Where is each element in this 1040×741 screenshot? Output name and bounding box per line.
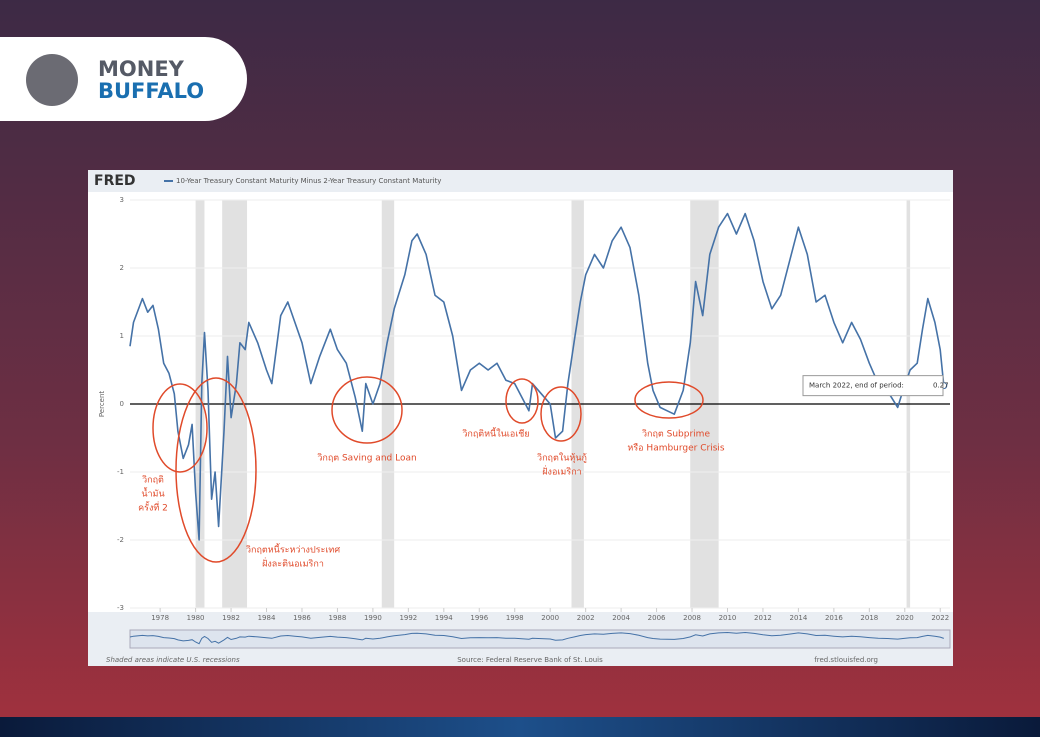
annotation-text: วิกฤตหนี้ระหว่างประเทศ [246, 543, 340, 556]
x-tick-label: 1982 [222, 614, 240, 622]
x-tick-label: 2020 [896, 614, 914, 622]
annotation-ellipse [175, 377, 257, 563]
logo-icon [26, 54, 78, 106]
annotation-ellipse [505, 378, 539, 424]
tooltip-box [802, 375, 944, 397]
y-tick-label: 0 [120, 400, 124, 408]
tooltip-label: March 2022, end of period: [809, 382, 904, 390]
annotation-text: วิกฤติ [142, 475, 164, 486]
y-tick-label: 1 [120, 332, 124, 340]
bottom-strip [0, 717, 1040, 737]
annotation-text: หรือ Hamburger Crisis [627, 443, 725, 454]
x-tick-label: 1986 [293, 614, 311, 622]
x-tick-label: 2010 [719, 614, 737, 622]
logo-horns [23, 42, 81, 64]
x-tick-label: 1998 [506, 614, 524, 622]
fred-logo: FRED [94, 173, 136, 189]
annotation-text: วิกฤตในหุ้นกู้ [537, 453, 587, 464]
x-tick-label: 1978 [151, 614, 169, 622]
annotation-ellipse [634, 381, 704, 419]
x-tick-label: 2002 [577, 614, 595, 622]
legend-label: 10-Year Treasury Constant Maturity Minus… [176, 177, 441, 185]
annotation-text: ครั้งที่ 2 [138, 501, 168, 514]
annotation-text: ฝั่งอเมริกา [542, 465, 581, 478]
brand-line: MONEY [98, 57, 185, 81]
x-tick-label: 2008 [683, 614, 701, 622]
navigator-line [129, 631, 944, 645]
y-tick-label: 3 [120, 196, 124, 204]
x-tick-label: 1990 [364, 614, 382, 622]
tooltip-value: 0.27 [933, 382, 949, 390]
x-tick-label: 2000 [541, 614, 559, 622]
x-tick-label: 1984 [258, 614, 276, 622]
annotation-text: วิกฤต Subprime [642, 429, 710, 440]
x-tick-label: 1994 [435, 614, 453, 622]
x-tick-label: 1988 [329, 614, 347, 622]
y-tick-label: -1 [117, 468, 124, 476]
x-tick-label: 1992 [399, 614, 417, 622]
y-tick-label: -2 [117, 536, 124, 544]
series-line [129, 212, 945, 541]
annotation-ellipse [331, 376, 403, 444]
x-tick-label: 2016 [825, 614, 843, 622]
x-tick-label: 2014 [789, 614, 807, 622]
annotation-text: น้ำมัน [141, 487, 164, 500]
annotation-ellipse [540, 386, 582, 442]
x-tick-label: 2022 [931, 614, 949, 622]
annotation-text: วิกฤต Saving and Loan [317, 453, 416, 464]
x-tick-label: 1980 [187, 614, 205, 622]
x-tick-label: 1996 [470, 614, 488, 622]
x-tick-label: 2018 [860, 614, 878, 622]
annotation-ellipse [152, 383, 208, 473]
y-axis-label: Percent [98, 391, 106, 418]
x-tick-label: 2004 [612, 614, 630, 622]
chart-panel [88, 170, 953, 666]
chart-header [88, 170, 953, 192]
x-tick-label: 2006 [648, 614, 666, 622]
footer-source: Source: Federal Reserve Bank of St. Loui… [457, 656, 603, 664]
footer-site: fred.stlouisfed.org [814, 656, 878, 664]
annotation-text: ฝั่งละตินอเมริกา [262, 557, 324, 570]
x-tick-label: 2012 [754, 614, 772, 622]
footer-note: Shaded areas indicate U.S. recessions [106, 656, 240, 664]
y-tick-label: 2 [120, 264, 124, 272]
annotation-text: วิกฤติหนี้ในเอเชีย [462, 427, 529, 440]
brand-line: BUFFALO [98, 79, 204, 103]
y-tick-label: -3 [117, 604, 124, 612]
